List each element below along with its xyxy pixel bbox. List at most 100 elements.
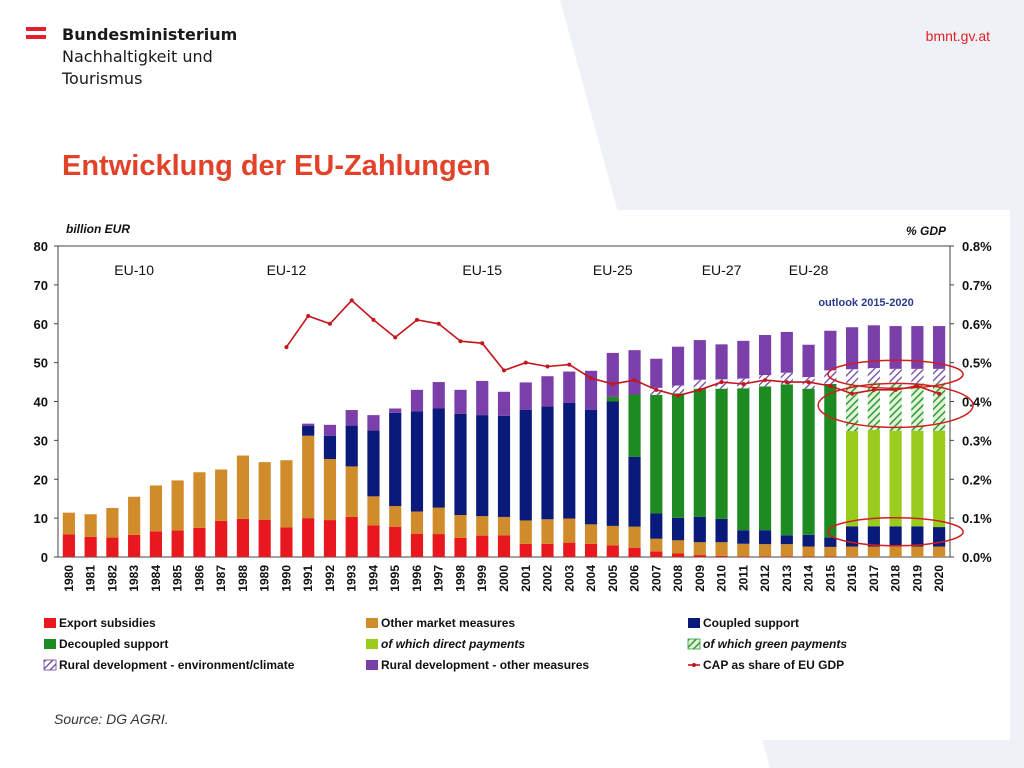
chart-svg: billion EUR % GDP 0 10 20 30 40 50 60 70 80 0.0% 0.1…: [20, 210, 1010, 740]
outlook-annotation: outlook 2015-2020: [818, 297, 913, 309]
bar-segment: [128, 534, 141, 557]
eu-payments-chart: billion EUR % GDP 0 10 20 30 40 50 60 70 80 0.0% 0.1…: [0, 210, 1010, 740]
bar-segment: [824, 384, 837, 538]
bar-segment: [476, 535, 489, 557]
cap-share-point: [436, 321, 441, 326]
legend-swatch: [366, 618, 378, 628]
bar-segment: [541, 406, 554, 520]
bar-segment: [650, 538, 663, 552]
bar-segment: [889, 546, 902, 557]
bar-segment: [911, 326, 924, 369]
y-tick-left: 0: [41, 550, 48, 565]
bar-segment: [758, 386, 772, 531]
x-tick-label: 1989: [258, 565, 272, 592]
cap-share-point: [806, 380, 811, 385]
bar-segment: [693, 340, 706, 380]
bar-segment: [889, 430, 902, 527]
bar-segment: [128, 496, 141, 535]
highlight-ellipse: [817, 382, 974, 429]
bar-segment: [889, 326, 902, 369]
bar-segment: [846, 369, 859, 384]
bar-segment: [671, 346, 685, 386]
bar-segment: [389, 526, 402, 557]
y-tick-left: 40: [34, 395, 48, 410]
x-tick-label: 2008: [671, 565, 685, 592]
bar-segment: [432, 408, 445, 508]
bar-segment: [215, 520, 228, 557]
bar-segment: [671, 393, 685, 518]
x-tick-label: 2005: [606, 565, 620, 592]
bar-segment: [846, 327, 859, 370]
x-tick-label: 1985: [171, 565, 185, 592]
x-tick-label: 1997: [432, 565, 446, 592]
x-tick-label: 2020: [932, 565, 946, 592]
bar-segment: [628, 350, 641, 395]
bar-segment: [149, 485, 162, 532]
bar-segment: [410, 533, 424, 557]
cap-share-point: [480, 341, 485, 346]
x-tick-label: 1984: [149, 565, 163, 592]
bar-segment: [650, 394, 663, 514]
enlargement-label: EU-27: [702, 262, 742, 278]
bar-segment: [715, 344, 728, 380]
bar-segment: [323, 435, 337, 460]
bar-segment: [867, 382, 880, 430]
cap-share-point: [567, 362, 572, 367]
site-url[interactable]: bmnt.gv.at: [925, 28, 990, 44]
bar-segment: [758, 335, 772, 376]
bar-segment: [410, 511, 424, 534]
bar-segment: [454, 537, 467, 557]
x-tick-label: 2007: [649, 565, 663, 592]
bar-segment: [389, 408, 402, 413]
bar-segment: [715, 388, 728, 519]
bar-segment: [497, 516, 511, 536]
bar-segment: [715, 555, 728, 557]
legend-label: Rural development - environment/climate: [59, 658, 295, 672]
bar-segment: [410, 411, 424, 512]
bar-segment: [584, 409, 598, 525]
x-tick-label: 1986: [192, 565, 206, 592]
x-tick-label: 1980: [62, 565, 76, 592]
bar-segment: [454, 389, 467, 414]
y-tick-left: 70: [34, 278, 48, 293]
legend-line-marker: [692, 663, 696, 667]
bar-segment: [628, 547, 641, 557]
x-tick-label: 2013: [780, 565, 794, 592]
cap-share-point: [545, 364, 550, 369]
bar-segment: [193, 472, 206, 528]
bar-segment: [933, 326, 946, 369]
x-tick-label: 2002: [541, 565, 555, 592]
bar-segment: [671, 385, 685, 394]
y-tick-left: 80: [34, 239, 48, 254]
cap-share-point: [654, 387, 659, 392]
y-tick-left: 10: [34, 511, 48, 526]
cap-share-point: [763, 378, 768, 383]
bar-segment: [802, 534, 815, 547]
x-tick-label: 2014: [802, 565, 816, 592]
x-tick-label: 2012: [758, 565, 772, 592]
x-tick-label: 2004: [584, 565, 598, 592]
bar-segment: [758, 530, 772, 545]
cap-share-point: [676, 393, 681, 398]
bar-segment: [867, 325, 880, 369]
bar-segment: [584, 524, 598, 544]
bar-segment: [541, 376, 554, 407]
bar-segment: [323, 424, 337, 436]
x-tick-label: 1998: [453, 565, 467, 592]
bar-segment: [628, 394, 641, 457]
bar-segment: [780, 384, 793, 536]
legend-label: CAP as share of EU GDP: [703, 658, 844, 672]
cap-share-point: [871, 387, 876, 392]
cap-share-point: [349, 298, 354, 303]
bar-segment: [693, 379, 706, 389]
cap-share-point: [502, 368, 506, 373]
enlargement-label: EU-25: [593, 262, 633, 278]
bar-segment: [454, 413, 467, 516]
bar-segment: [780, 372, 793, 385]
bar-segment: [737, 340, 750, 379]
legend-swatch: [44, 618, 56, 628]
bar-segment: [889, 382, 902, 431]
y-axis-left-title: billion EUR: [66, 222, 130, 236]
bar-segment: [911, 430, 924, 527]
enlargement-label: EU-15: [462, 262, 502, 278]
